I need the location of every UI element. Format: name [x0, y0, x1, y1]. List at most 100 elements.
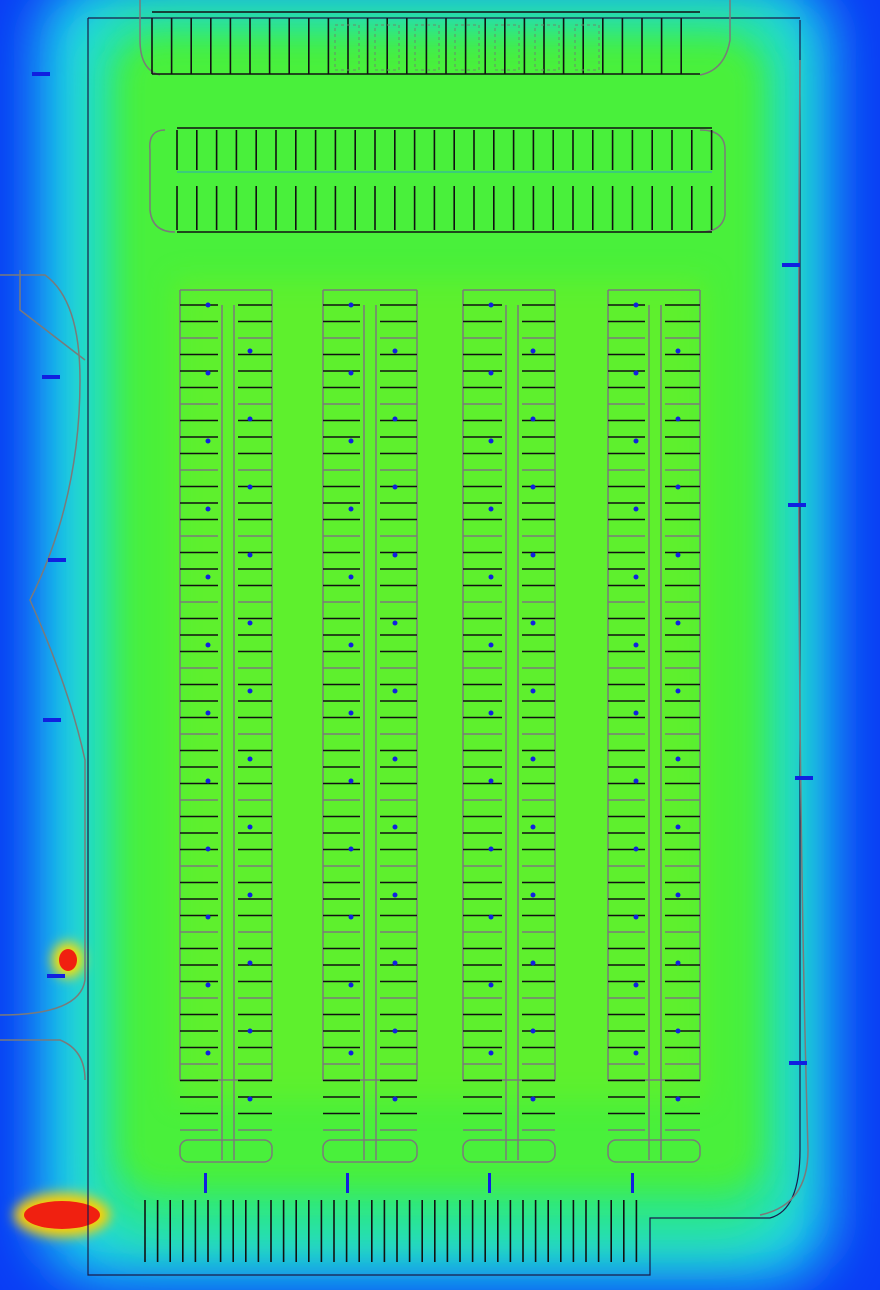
fixture — [206, 915, 211, 920]
fixture — [349, 847, 354, 852]
fixture — [248, 553, 253, 558]
fixture — [676, 689, 681, 694]
fixture — [248, 893, 253, 898]
fixture — [531, 1029, 536, 1034]
fixture — [206, 371, 211, 376]
fixture — [206, 847, 211, 852]
fixture — [489, 983, 494, 988]
fixture — [206, 439, 211, 444]
fixture — [248, 825, 253, 830]
fixture — [349, 439, 354, 444]
fixture — [248, 349, 253, 354]
fixture — [676, 485, 681, 490]
fixture — [349, 507, 354, 512]
fixture — [393, 417, 398, 422]
perimeter-fixture — [48, 558, 66, 562]
fixture — [531, 553, 536, 558]
fixture — [393, 1097, 398, 1102]
fixture — [531, 689, 536, 694]
fixture — [248, 757, 253, 762]
fixture — [349, 575, 354, 580]
fixture — [531, 485, 536, 490]
fixture — [489, 643, 494, 648]
fixture — [676, 621, 681, 626]
fixture — [349, 779, 354, 784]
fixture — [206, 983, 211, 988]
perimeter-fixture — [32, 72, 50, 76]
fixture — [206, 1051, 211, 1056]
fixture — [393, 825, 398, 830]
fixture — [206, 643, 211, 648]
fixture — [676, 1029, 681, 1034]
fixture — [248, 1097, 253, 1102]
perimeter-fixture — [782, 263, 800, 267]
fixture — [634, 915, 639, 920]
fixture — [248, 417, 253, 422]
fixture — [393, 893, 398, 898]
fixture — [531, 1097, 536, 1102]
fixture — [489, 711, 494, 716]
pole-marker — [346, 1173, 349, 1193]
fixture — [676, 1097, 681, 1102]
fixture — [531, 825, 536, 830]
fixture — [634, 1051, 639, 1056]
fixture — [531, 757, 536, 762]
fixture — [248, 621, 253, 626]
fixture — [489, 779, 494, 784]
fixture — [248, 485, 253, 490]
fixture — [393, 1029, 398, 1034]
page: (() => { const svg = document.getElement… — [0, 0, 880, 1290]
fixture — [393, 961, 398, 966]
fixture — [349, 1051, 354, 1056]
fixture — [634, 371, 639, 376]
fixture — [634, 643, 639, 648]
fixture — [393, 485, 398, 490]
fixture — [489, 575, 494, 580]
fixture — [531, 417, 536, 422]
fixture — [349, 303, 354, 308]
fixture — [676, 961, 681, 966]
perimeter-fixture — [788, 503, 806, 507]
perimeter-fixture — [43, 718, 61, 722]
fixture — [248, 689, 253, 694]
perimeter-fixture — [47, 974, 65, 978]
fixture — [634, 439, 639, 444]
lighting-plan — [0, 0, 880, 1290]
fixture — [393, 553, 398, 558]
fixture — [349, 643, 354, 648]
fixture — [489, 439, 494, 444]
fixture — [634, 575, 639, 580]
fixture — [531, 621, 536, 626]
fixture — [676, 757, 681, 762]
fixture — [206, 779, 211, 784]
fixture — [634, 303, 639, 308]
fixture — [393, 349, 398, 354]
pole-marker — [631, 1173, 634, 1193]
fixture — [634, 779, 639, 784]
fixture — [489, 507, 494, 512]
fixture — [393, 689, 398, 694]
fixture — [349, 711, 354, 716]
fixture — [634, 847, 639, 852]
perimeter-fixture — [795, 776, 813, 780]
fixture — [489, 371, 494, 376]
fixture — [206, 711, 211, 716]
perimeter-fixture — [789, 1061, 807, 1065]
fixture — [676, 553, 681, 558]
fixture — [349, 915, 354, 920]
fixture — [206, 507, 211, 512]
fixture — [393, 621, 398, 626]
fixture — [531, 349, 536, 354]
fixture — [676, 417, 681, 422]
fixture — [489, 1051, 494, 1056]
fixture — [349, 371, 354, 376]
pole-marker — [204, 1173, 207, 1193]
fixture — [206, 575, 211, 580]
fixture — [676, 893, 681, 898]
fixture — [206, 303, 211, 308]
fixture — [349, 983, 354, 988]
pole-marker — [488, 1173, 491, 1193]
fixture — [393, 757, 398, 762]
heatmap — [0, 0, 880, 1290]
fixture — [531, 961, 536, 966]
